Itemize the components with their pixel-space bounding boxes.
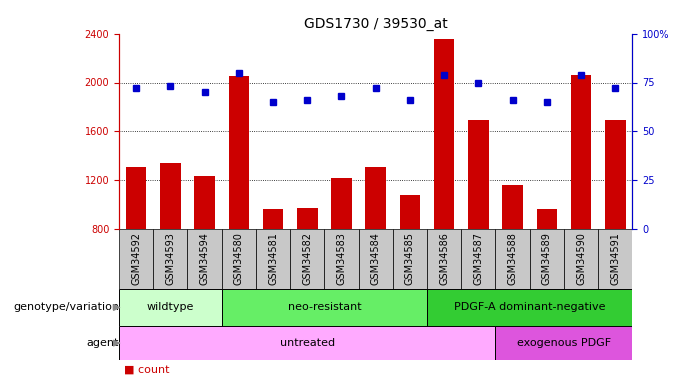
- Text: GSM34583: GSM34583: [337, 232, 347, 285]
- Bar: [222, 289, 427, 326]
- Bar: [427, 289, 632, 326]
- Text: GSM34590: GSM34590: [576, 232, 586, 285]
- Bar: [365, 166, 386, 229]
- Bar: [537, 209, 557, 229]
- Text: GSM34581: GSM34581: [268, 232, 278, 285]
- Text: PDGF-A dominant-negative: PDGF-A dominant-negative: [454, 303, 605, 312]
- Text: GSM34584: GSM34584: [371, 232, 381, 285]
- Bar: [222, 229, 256, 289]
- Bar: [228, 76, 249, 229]
- Text: genotype/variation: genotype/variation: [13, 303, 119, 312]
- Text: GSM34580: GSM34580: [234, 232, 244, 285]
- Bar: [153, 229, 188, 289]
- Text: GSM34586: GSM34586: [439, 232, 449, 285]
- Bar: [496, 229, 530, 289]
- Text: GSM34593: GSM34593: [165, 232, 175, 285]
- Text: neo-resistant: neo-resistant: [288, 303, 361, 312]
- Bar: [434, 39, 454, 229]
- Bar: [598, 229, 632, 289]
- Bar: [262, 209, 284, 229]
- Bar: [290, 229, 324, 289]
- Bar: [503, 185, 523, 229]
- Title: GDS1730 / 39530_at: GDS1730 / 39530_at: [304, 17, 447, 32]
- Text: GSM34588: GSM34588: [507, 232, 517, 285]
- Bar: [571, 75, 592, 229]
- Bar: [160, 163, 181, 229]
- Bar: [194, 176, 215, 229]
- Text: agent: agent: [86, 338, 119, 348]
- Bar: [605, 120, 626, 229]
- Text: GSM34582: GSM34582: [302, 232, 312, 285]
- Text: GSM34585: GSM34585: [405, 232, 415, 285]
- Bar: [119, 229, 153, 289]
- Bar: [461, 229, 496, 289]
- Bar: [468, 120, 489, 229]
- Bar: [496, 326, 632, 360]
- Bar: [400, 195, 420, 229]
- Text: untreated: untreated: [279, 338, 335, 348]
- Text: exogenous PDGF: exogenous PDGF: [517, 338, 611, 348]
- Bar: [358, 229, 393, 289]
- Text: GSM34587: GSM34587: [473, 232, 483, 285]
- Bar: [393, 229, 427, 289]
- Text: GSM34591: GSM34591: [610, 232, 620, 285]
- Bar: [564, 229, 598, 289]
- Bar: [119, 289, 222, 326]
- Bar: [427, 229, 461, 289]
- Bar: [256, 229, 290, 289]
- Text: wildtype: wildtype: [147, 303, 194, 312]
- Bar: [126, 166, 146, 229]
- Bar: [119, 326, 496, 360]
- Text: GSM34594: GSM34594: [199, 232, 209, 285]
- Bar: [297, 208, 318, 229]
- Text: ■ count: ■ count: [124, 364, 169, 374]
- Text: GSM34589: GSM34589: [542, 232, 552, 285]
- Bar: [324, 229, 358, 289]
- Text: GSM34592: GSM34592: [131, 232, 141, 285]
- Bar: [530, 229, 564, 289]
- Bar: [188, 229, 222, 289]
- Bar: [331, 178, 352, 229]
